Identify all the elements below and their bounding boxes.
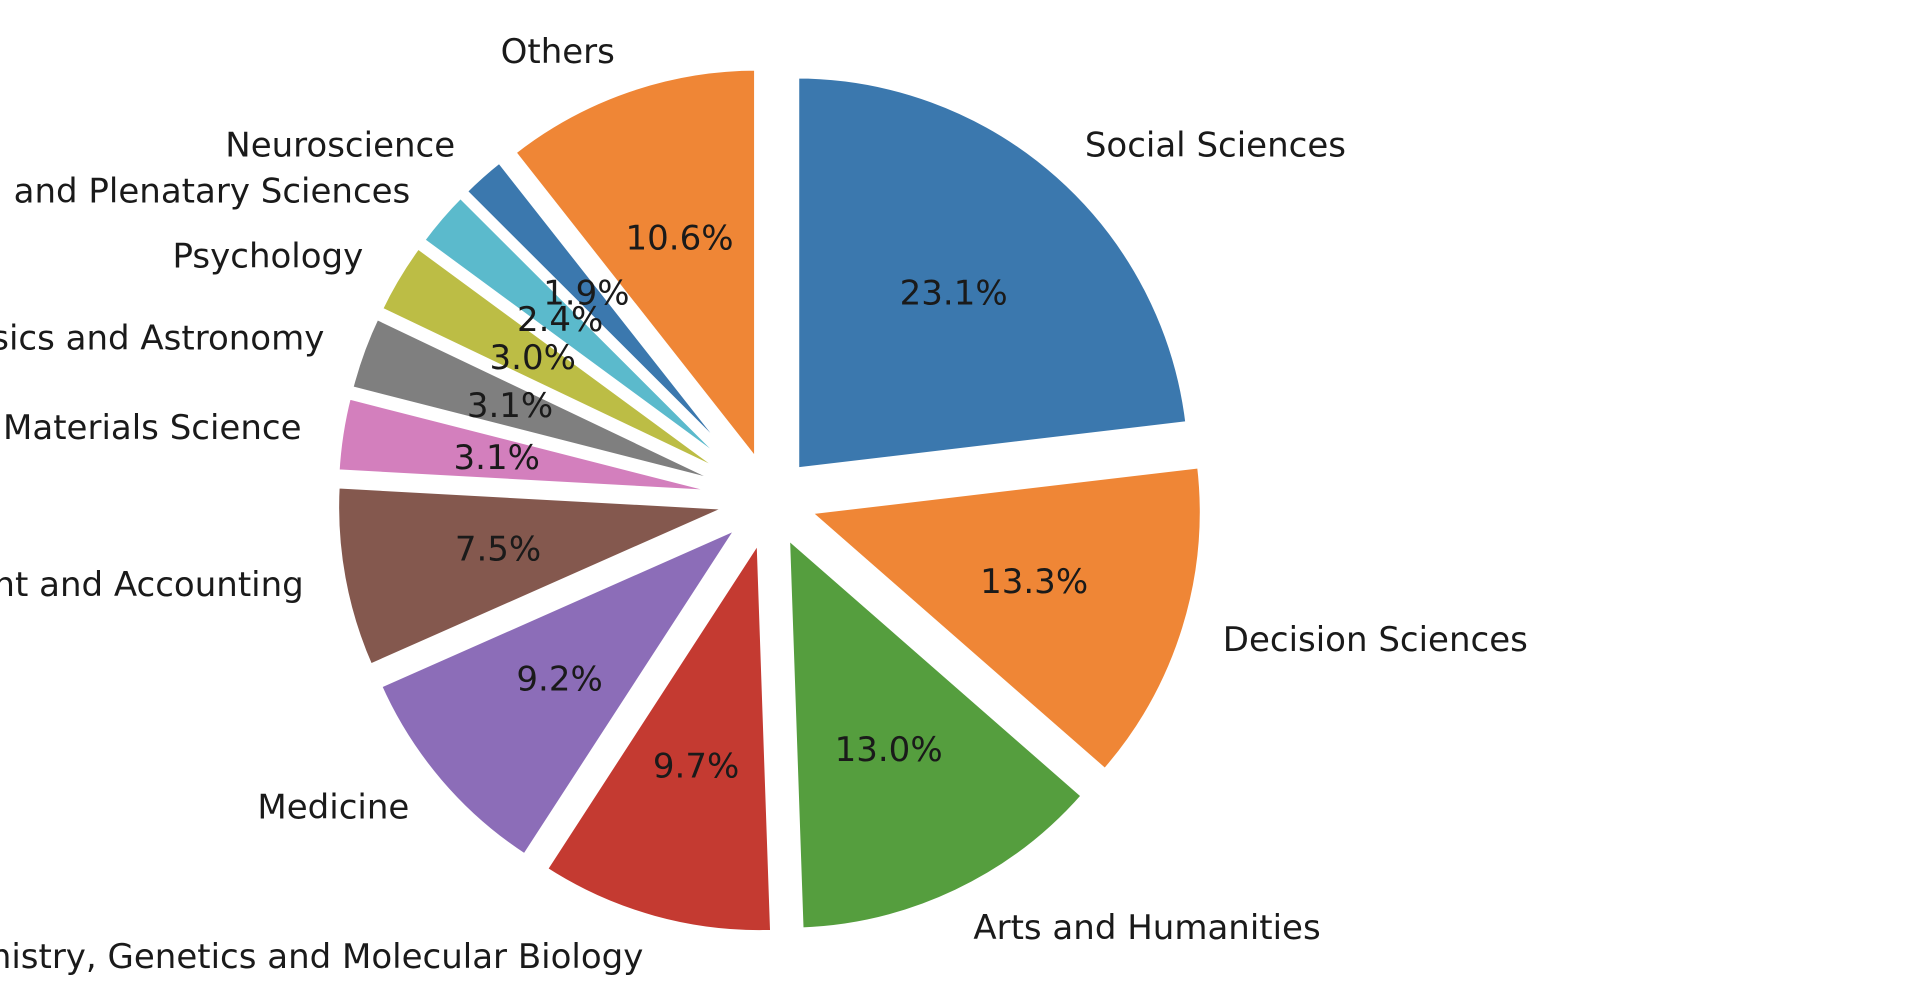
percent-label-physics-and-astronomy: 3.1%	[467, 386, 553, 426]
percent-label-neuroscience: 1.9%	[543, 273, 629, 313]
percent-label-psychology: 3.0%	[490, 338, 576, 378]
category-label-social-sciences: Social Sciences	[1085, 126, 1346, 166]
percent-label-business-management-and-accounting: 7.5%	[455, 530, 541, 570]
pie-slice-decision-sciences	[804, 462, 1206, 775]
percent-label-earth-and-plenatary-sciences: 2.4%	[517, 300, 603, 340]
category-label-business-management-and-accounting: Business, Management and Accounting	[0, 565, 304, 605]
category-label-materials-science: Materials Science	[3, 408, 301, 448]
category-labels-layer: Social Sciences Decision Sciences Arts and…	[0, 32, 1528, 977]
pie-slice-others	[509, 64, 761, 466]
category-label-others: Others	[501, 32, 615, 72]
category-label-decision-sciences: Decision Sciences	[1223, 620, 1528, 660]
percent-label-others: 10.6%	[626, 219, 734, 259]
pie-slice-social-sciences	[793, 72, 1192, 474]
slices-layer	[333, 64, 1206, 937]
percent-label-materials-science: 3.1%	[454, 438, 540, 478]
category-label-arts-and-humanities: Arts and Humanities	[973, 908, 1320, 948]
pie-slice-business-management-and-accounting	[333, 482, 735, 670]
pie-slice-biochemistry-genetics-and-molecular-biology	[541, 535, 777, 937]
category-label-medicine: Medicine	[257, 788, 409, 828]
pie-slice-materials-science	[333, 393, 734, 497]
pie-slice-neuroscience	[461, 157, 747, 474]
category-label-earth-and-plenatary-sciences: Earth and Plenatary Sciences	[0, 171, 410, 211]
percent-label-decision-sciences: 13.3%	[980, 562, 1088, 602]
category-label-neuroscience: Neuroscience	[225, 126, 455, 166]
pie-slice-earth-and-plenatary-sciences	[418, 192, 744, 478]
category-label-biochemistry-genetics-and-molecular-biology: Biochemistry, Genetics and Molecular Bio…	[0, 937, 643, 977]
percent-label-arts-and-humanities: 13.0%	[835, 730, 943, 770]
percent-label-medicine: 9.2%	[516, 659, 602, 699]
percent-labels-layer: 23.1% 13.3% 13.0% 9.7% 9.2% 7.5% 3.1% 3.1% 3.0%2…	[454, 219, 1089, 787]
pie-slice-arts-and-humanities	[783, 532, 1088, 934]
pie-slice-physics-and-astronomy	[347, 313, 736, 490]
category-label-physics-and-astronomy: Physics and Astronomy	[0, 319, 324, 359]
percent-label-biochemistry-genetics-and-molecular-biology: 9.7%	[653, 746, 739, 786]
pie-slice-psychology	[376, 242, 740, 483]
category-label-psychology: Psychology	[173, 237, 364, 277]
pie-slice-medicine	[375, 522, 743, 861]
percent-label-social-sciences: 23.1%	[900, 273, 1008, 313]
